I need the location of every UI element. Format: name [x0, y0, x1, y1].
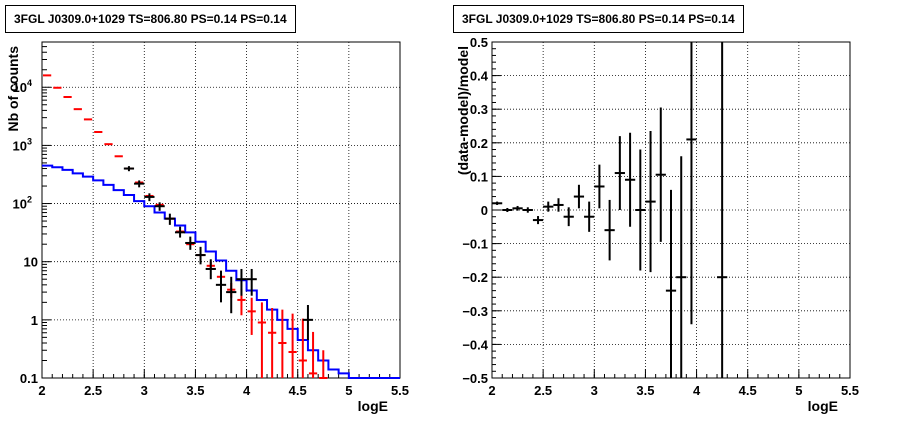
x-tick-label: 3 [141, 383, 148, 398]
x-tick-label: 2.5 [534, 383, 552, 398]
left-chart-title: 3FGL J0309.0+1029 TS=806.80 PS=0.14 PS=0… [5, 5, 296, 33]
residual-point [604, 199, 615, 261]
y-tick-label: 103 [13, 136, 32, 153]
x-tick-label: 4.5 [739, 383, 757, 398]
residual-point [492, 201, 503, 205]
y-tick-label: −0.3 [462, 304, 488, 319]
y-tick-label: −0.4 [462, 337, 488, 352]
x-tick-label: 2.5 [84, 383, 102, 398]
x-tick-label: 5.5 [841, 383, 859, 398]
data-point [302, 305, 314, 341]
x-tick-label: 5 [795, 383, 802, 398]
x-tick-label: 5 [345, 383, 352, 398]
residual-point [543, 201, 554, 212]
x-axis-label: logE [358, 398, 388, 414]
model-marker [247, 297, 256, 335]
x-tick-label: 4.5 [289, 383, 307, 398]
y-tick-label: 1 [31, 313, 38, 328]
model-step-line [42, 164, 400, 379]
data-point [205, 259, 216, 280]
y-tick-label: 102 [13, 195, 32, 212]
residual-point [573, 184, 585, 209]
data-point [154, 202, 165, 211]
y-tick-label: −0.1 [462, 237, 488, 252]
x-axis-label: logE [808, 398, 838, 414]
data-point [164, 213, 175, 225]
y-tick-label: 0.4 [470, 69, 489, 84]
data-point [144, 193, 155, 202]
model-marker [308, 331, 318, 378]
x-tick-label: 3 [591, 383, 598, 398]
data-point [246, 268, 257, 296]
model-marker [298, 318, 307, 378]
model-marker [257, 302, 267, 378]
y-tick-label: 0.2 [470, 136, 488, 151]
residual-point [532, 216, 544, 225]
residual-point [563, 207, 574, 227]
x-tick-label: 5.5 [391, 383, 409, 398]
x-tick-label: 4 [693, 383, 701, 398]
residual-point [522, 207, 533, 213]
model-marker [278, 309, 287, 378]
residual-point [645, 131, 656, 273]
residual-point [676, 156, 687, 378]
model-marker [288, 313, 297, 378]
residual-point [584, 201, 595, 232]
residual-point [686, 42, 697, 325]
y-tick-label: 10 [24, 255, 38, 270]
data-point [195, 246, 206, 265]
residual-point [512, 205, 523, 211]
y-tick-label: −0.5 [462, 371, 488, 386]
data-point [134, 180, 145, 188]
x-tick-label: 2 [38, 383, 45, 398]
residual-point [655, 107, 666, 242]
residual-point [665, 189, 677, 378]
plot-frame [41, 41, 401, 379]
data-point [236, 268, 247, 296]
y-axis-label: Nb of counts [5, 46, 21, 132]
x-tick-label: 2 [488, 383, 495, 398]
x-tick-label: 4 [243, 383, 251, 398]
residual-point [717, 42, 728, 378]
model-marker [268, 307, 277, 378]
residual-point [624, 132, 636, 227]
residual-point [502, 207, 513, 213]
y-tick-label: 0.1 [20, 371, 38, 386]
y-tick-label: 0 [481, 203, 488, 218]
y-tick-label: 0.5 [470, 35, 488, 50]
data-point [174, 226, 186, 238]
x-tick-label: 3.5 [636, 383, 654, 398]
residual-point [553, 198, 564, 212]
data-point [185, 236, 196, 250]
residual-point [614, 136, 625, 210]
residual-point [594, 164, 605, 209]
right-chart-title: 3FGL J0309.0+1029 TS=806.80 PS=0.14 PS=0… [453, 5, 744, 33]
y-tick-label: 0.1 [470, 169, 488, 184]
residual-point [635, 149, 646, 271]
y-axis-label: (data-model)/model [455, 46, 471, 175]
y-tick-label: 104 [13, 78, 32, 95]
data-point [123, 166, 135, 172]
model-marker [319, 350, 328, 379]
data-point [226, 276, 237, 314]
data-point [215, 270, 227, 303]
x-tick-label: 3.5 [186, 383, 204, 398]
y-tick-label: 0.3 [470, 102, 488, 117]
y-tick-label: −0.2 [462, 270, 488, 285]
